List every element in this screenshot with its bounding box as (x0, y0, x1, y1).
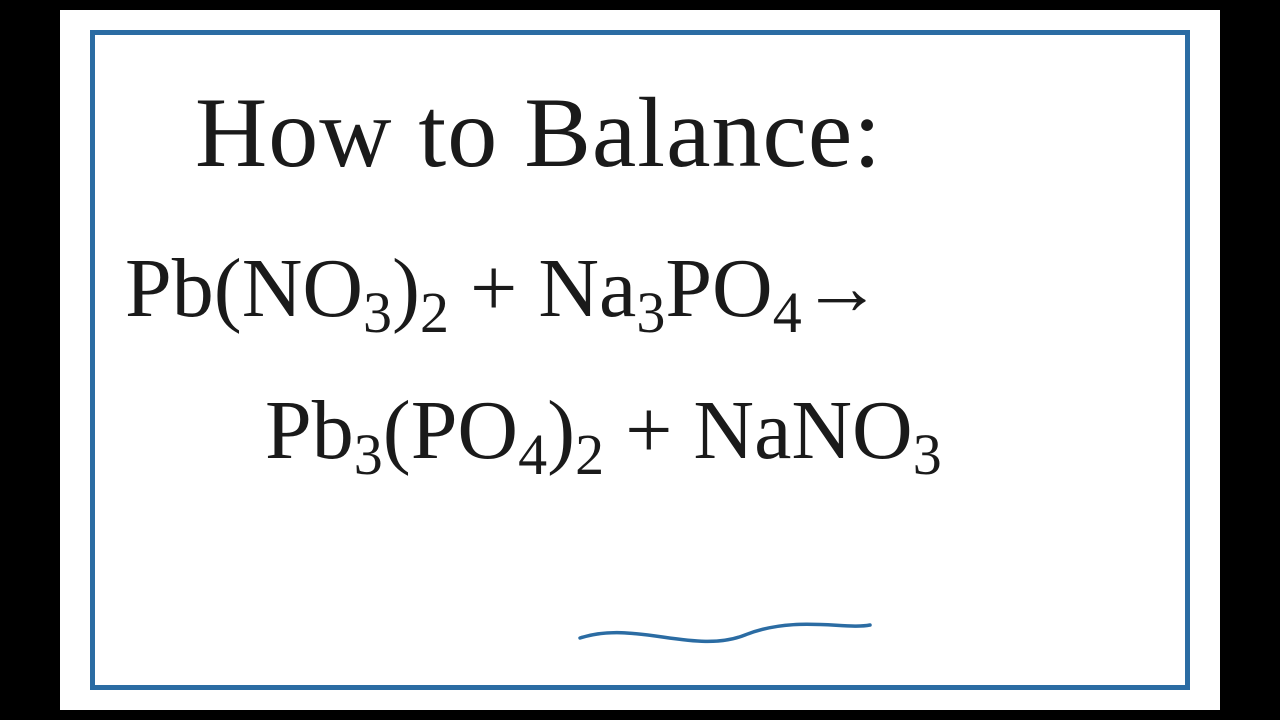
subscript: 2 (575, 422, 604, 487)
bordered-panel: How to Balance: Pb(NO3)2 + Na3PO4→ Pb3(P… (90, 30, 1190, 690)
arrow-icon: → (802, 244, 882, 332)
formula-text: Pb(NO (125, 242, 363, 335)
subscript: 4 (773, 280, 802, 345)
subscript: 3 (354, 422, 383, 487)
subscript: 3 (913, 422, 942, 487)
formula-text: ) (392, 242, 420, 335)
subscript: 3 (636, 280, 665, 345)
equation-reactants: Pb(NO3)2 + Na3PO4→ (125, 240, 1145, 337)
formula-text: PO (665, 242, 772, 335)
equation-products: Pb3(PO4)2 + NaNO3 (265, 382, 1145, 479)
subscript: 2 (420, 280, 449, 345)
page-title: How to Balance: (195, 75, 1145, 190)
subscript: 4 (518, 422, 547, 487)
formula-text: ) (547, 384, 575, 477)
formula-text: (PO (383, 384, 518, 477)
underline-squiggle-icon (575, 610, 875, 650)
formula-text: + Na (449, 242, 636, 335)
formula-text: + NaNO (604, 384, 913, 477)
formula-text: Pb (265, 384, 354, 477)
subscript: 3 (363, 280, 392, 345)
white-card: How to Balance: Pb(NO3)2 + Na3PO4→ Pb3(P… (60, 10, 1220, 710)
